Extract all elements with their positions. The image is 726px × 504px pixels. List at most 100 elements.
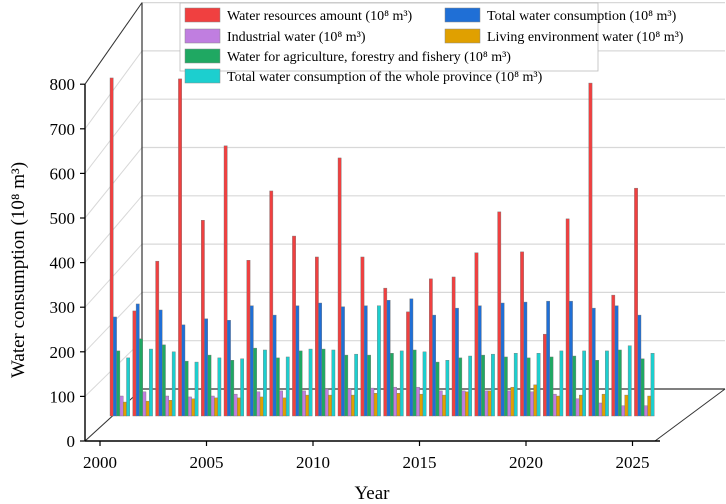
bar-2009-series-3 [302,390,306,417]
bar-2008-series-2 [276,357,280,417]
bar-2020-series-2 [549,356,554,417]
bar-2021-series-3 [575,398,580,417]
bar-2015-series-4 [442,394,446,417]
bar-group-2018 [497,211,518,417]
bar-2006-series-0 [223,145,228,417]
bar-2006-series-1 [227,320,231,417]
bar-2022-series-4 [601,393,606,417]
bar-2021-series-4 [579,394,583,417]
bar-2013-series-1 [386,300,391,417]
bar-2004-series-2 [184,360,189,417]
bar-2020-series-0 [543,333,547,417]
bar-2023-series-2 [618,349,622,417]
bar-group-2023 [611,294,632,417]
bar-2001-series-4 [122,401,127,417]
bar-2017-series-5 [491,353,495,417]
bar-2021-series-0 [565,218,570,417]
bar-2003-series-0 [155,260,160,417]
bar-2009-series-5 [308,348,313,417]
bar-group-2005 [200,220,222,417]
bar-2005-series-3 [210,395,215,417]
bar-2023-series-1 [614,305,619,417]
bar-2002-series-2 [139,338,143,417]
bar-2019-series-1 [523,301,528,417]
bar-2018-series-0 [497,211,502,417]
legend-swatch-0 [184,7,221,23]
bar-2001-series-5 [126,357,130,417]
bar-2014-series-2 [412,349,417,417]
bar-2019-series-5 [536,353,541,417]
bar-2011-series-1 [341,306,345,417]
bar-group-2001 [109,77,130,417]
bar-2012-series-1 [363,305,368,417]
bar-2010-series-5 [331,349,336,417]
bar-2014-series-4 [419,393,424,417]
bar-2023-series-4 [624,394,629,417]
y-tick-label: 700 [50,120,76,139]
bar-2020-series-1 [546,300,550,417]
bar-2017-series-0 [474,252,479,417]
bar-2024-series-2 [640,358,645,417]
bar-2007-series-5 [263,349,267,417]
bar-2016-series-4 [465,391,469,417]
bar-2001-series-1 [113,316,117,417]
legend-label-1: Total water consumption (10⁸ m³) [487,9,677,24]
bar-2004-series-4 [191,398,196,417]
bar-2024-series-4 [647,395,652,417]
bar-group-2006 [223,145,244,417]
bar-group-2021 [565,218,586,417]
bar-2024-series-5 [650,353,655,417]
bar-2013-series-0 [383,287,388,417]
bar-2002-series-3 [142,391,147,417]
bar-2002-series-5 [149,348,153,417]
bar-2008-series-3 [279,390,283,417]
legend-label-4: Living environment water (10⁸ m³) [487,30,684,45]
bar-2021-series-5 [582,350,586,417]
bar-group-2007 [246,260,267,417]
bar-2003-series-3 [165,395,169,417]
bar-2009-series-0 [292,235,296,417]
bar-2017-series-3 [484,390,489,417]
bar-group-2009 [292,235,313,417]
bar-2001-series-2 [116,350,121,417]
bar-2005-series-4 [214,397,218,417]
x-tick-label: 2010 [296,453,330,472]
bar-2006-series-5 [240,358,244,417]
bar-2004-series-0 [178,78,182,417]
bar-group-2012 [360,256,381,417]
bar-2019-series-2 [526,357,531,417]
legend-swatch-3 [184,28,221,44]
bar-2011-series-2 [344,354,349,417]
bar-2015-series-1 [432,314,436,417]
bar-2013-series-2 [390,353,394,417]
bar-2016-series-0 [451,276,456,417]
bar-2019-series-4 [533,384,538,417]
bar-2006-series-2 [230,360,235,417]
bar-2008-series-5 [285,356,290,417]
bar-2011-series-5 [354,353,358,417]
bar-2007-series-3 [256,391,261,417]
bar-2002-series-0 [132,310,137,417]
top-left-edge [84,2,143,85]
y-tick-label: 500 [50,209,76,228]
bar-2015-series-3 [438,390,443,417]
bar-2015-series-0 [429,278,433,417]
bar-2022-series-2 [595,360,599,417]
bar-2007-series-2 [253,347,257,417]
bar-2022-series-3 [598,402,603,417]
legend-label-2: Water for agriculture, forestry and fish… [227,50,511,65]
bar-2007-series-0 [246,260,251,417]
legend-swatch-2 [184,48,221,64]
bar-group-2003 [155,260,176,417]
bar-2006-series-3 [233,393,238,417]
bar-2018-series-4 [510,386,515,417]
bar-2017-series-4 [487,390,492,417]
bar-group-2019 [520,251,541,417]
bar-group-2014 [406,298,427,417]
bar-2022-series-0 [588,82,593,417]
bar-group-2004 [178,78,199,417]
bar-2020-series-3 [552,393,557,417]
bar-2024-series-1 [637,314,642,417]
bar-2016-series-1 [455,307,459,417]
